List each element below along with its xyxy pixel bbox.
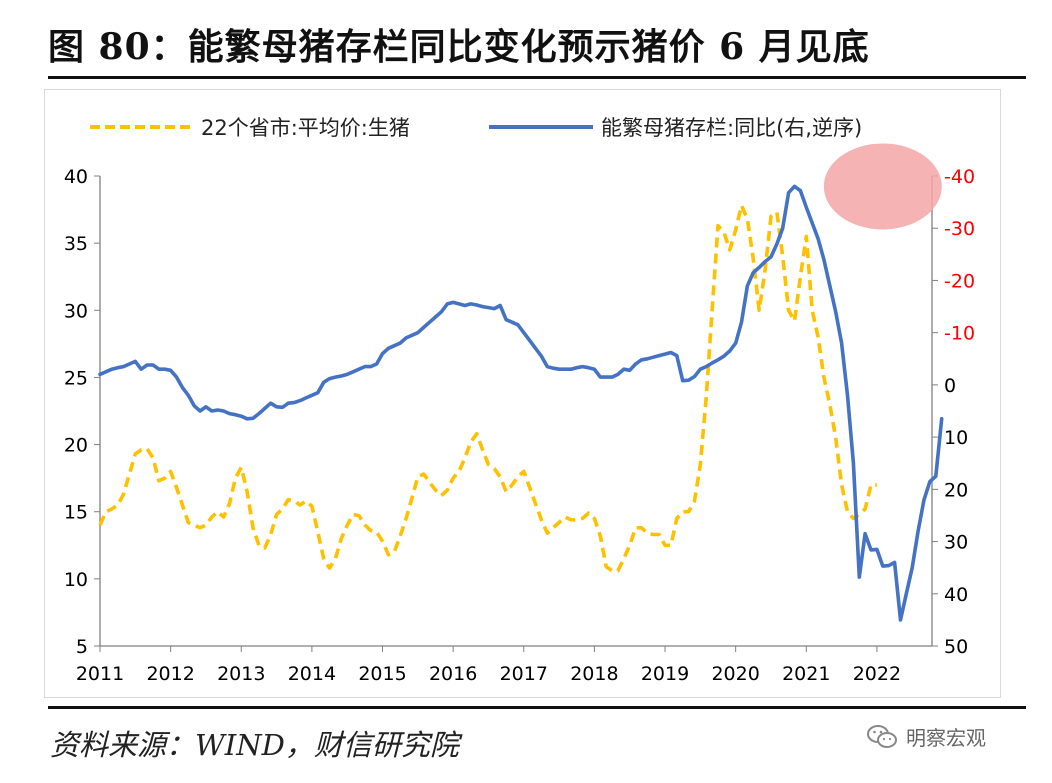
right-axis-tick-label: 0 <box>944 375 956 397</box>
title-underline <box>48 76 1026 79</box>
left-axis-tick-label: 15 <box>64 502 88 524</box>
x-axis-tick-label: 2012 <box>146 663 194 685</box>
x-axis-tick-label: 2014 <box>288 663 336 685</box>
left-axis-tick-label: 35 <box>64 233 88 255</box>
right-axis-tick-label: 30 <box>944 532 968 554</box>
source-note: 资料来源：WIND，财信研究院 <box>50 728 459 762</box>
x-axis-tick-label: 2021 <box>782 663 830 685</box>
watermark-text: 明察宏观 <box>906 726 986 750</box>
right-axis-tick-label: 20 <box>944 479 968 501</box>
left-axis-tick-label: 40 <box>64 166 88 188</box>
left-axis-tick-label: 20 <box>64 435 88 457</box>
figure-title: 图 80：能繁母猪存栏同比变化预示猪价 6 月见底 <box>48 26 870 68</box>
right-axis-tick-label: -20 <box>944 270 975 292</box>
left-axis-tick-label: 10 <box>64 569 88 591</box>
x-axis-tick-label: 2011 <box>76 663 124 685</box>
highlight-layer <box>823 143 942 230</box>
x-axis-tick-label: 2022 <box>853 663 901 685</box>
right-axis-tick-label: -40 <box>944 166 975 188</box>
legend-label-pig-price: 22个省市:平均价:生猪 <box>201 116 410 140</box>
series-line-sow-inventory <box>98 184 944 622</box>
right-axis-tick-label: 10 <box>944 427 968 449</box>
legend-label-sow-inventory: 能繁母猪存栏:同比(右,逆序) <box>601 116 862 140</box>
axes: 403530252015105-40-30-20-100102030405020… <box>64 166 975 685</box>
series-line-pig-price <box>98 203 877 573</box>
left-axis-tick-label: 30 <box>64 300 88 322</box>
x-axis-tick-label: 2013 <box>217 663 265 685</box>
x-axis-tick-label: 2016 <box>429 663 477 685</box>
right-axis-tick-label: 50 <box>944 636 968 658</box>
x-axis-tick-label: 2015 <box>358 663 406 685</box>
watermark: 明察宏观 <box>866 722 986 751</box>
x-axis-tick-label: 2019 <box>641 663 689 685</box>
x-axis-tick-label: 2018 <box>570 663 618 685</box>
series-layer <box>98 184 944 622</box>
highlight-ellipse <box>823 143 942 230</box>
left-axis-tick-label: 5 <box>76 636 88 658</box>
right-axis-tick-label: -30 <box>944 218 975 240</box>
footer-rule <box>48 706 1026 709</box>
chart-svg: 22个省市:平均价:生猪 能繁母猪存栏:同比(右,逆序) 40353025201… <box>64 116 975 685</box>
right-axis-tick-label: 40 <box>944 584 968 606</box>
x-axis-tick-label: 2017 <box>500 663 548 685</box>
wechat-icon <box>867 724 897 748</box>
legend: 22个省市:平均价:生猪 能繁母猪存栏:同比(右,逆序) <box>90 116 862 140</box>
chart-frame <box>44 89 1001 698</box>
x-axis-tick-label: 2020 <box>711 663 759 685</box>
left-axis-tick-label: 25 <box>64 367 88 389</box>
right-axis-tick-label: -10 <box>944 323 975 345</box>
